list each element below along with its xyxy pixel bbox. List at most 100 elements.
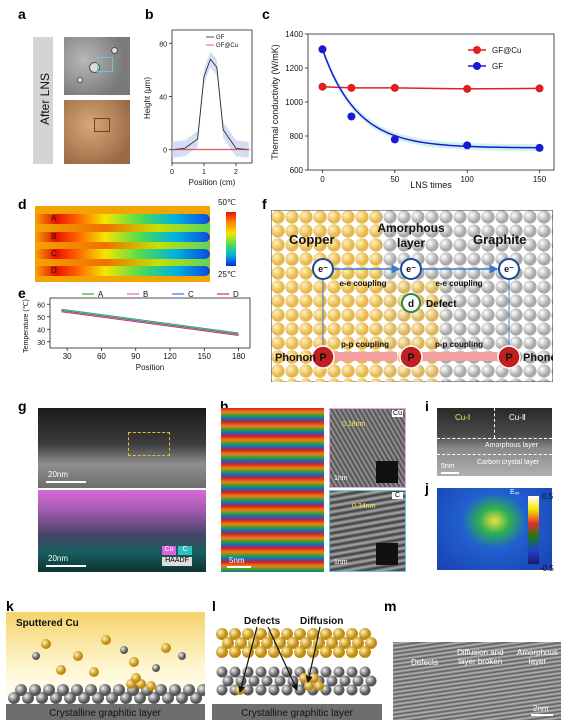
- panel-i-carbon: Carbon crystal layer: [477, 459, 540, 466]
- panel-l-defects: Defects: [244, 616, 281, 627]
- panel-c-point-gf: [535, 143, 544, 152]
- panel-e-xtick: 30: [63, 352, 72, 361]
- panel-c-point-gf: [318, 45, 327, 54]
- panel-h-scale-main: 5nm: [229, 556, 245, 565]
- panel-d-row-d: D: [51, 266, 57, 275]
- panel-c-xlabel: LNS times: [410, 180, 452, 190]
- panel-c-chart: 600 800 1000 1200 1400 0 50 100 150 Thermal cond…: [270, 30, 555, 190]
- svg-text:layer: layer: [397, 236, 425, 250]
- panel-j-label: j: [425, 480, 429, 496]
- panel-m-scale: 2nm: [533, 704, 549, 713]
- panel-e-xtick: 120: [163, 352, 177, 361]
- panel-f-electron-mid: e⁻: [400, 258, 422, 280]
- panel-b-xtick: 0: [170, 169, 174, 176]
- panel-g-scale2: 20nm: [48, 554, 69, 563]
- panel-e-line-A: [61, 308, 239, 334]
- panel-e-xlabel: Position: [136, 363, 164, 372]
- panel-h-d1: 0.18nm: [342, 421, 366, 428]
- panel-e-ytick: 30: [37, 340, 45, 347]
- panel-f-electron-left: e⁻: [312, 258, 334, 280]
- panel-c-point-gf: [347, 112, 356, 121]
- panel-j-colorbar: [528, 496, 539, 564]
- panel-a-side-bar: [33, 37, 53, 164]
- panel-c-ytick: 1000: [285, 98, 303, 107]
- panel-b-legend-gf: GF: [216, 35, 225, 41]
- panel-c-ytick: 600: [290, 166, 304, 175]
- panel-c-xtick: 100: [460, 175, 474, 184]
- panel-i-tem: Cu-Ⅰ Cu-Ⅱ Amorphous layer Carbon crystal…: [437, 408, 552, 476]
- panel-m-tem: Sputtered polycrystalline Cu Defects Dif…: [393, 612, 561, 720]
- panel-c-point-gfcu: [318, 82, 327, 91]
- panel-h-hrtem-c: C 0.34nm 1nm: [329, 490, 406, 572]
- panel-g-legend-cu: Cu: [162, 546, 176, 555]
- panel-i-amorphous: Amorphous layer: [485, 442, 538, 449]
- panel-c-ytick: 800: [290, 132, 304, 141]
- panel-c-point-gf: [463, 141, 472, 150]
- panel-b-xtick: 1: [202, 169, 206, 176]
- panel-a-side-label: After LNS: [38, 72, 52, 126]
- panel-j-cmax: 0.5: [542, 492, 554, 501]
- panel-m-defects: Defects: [411, 658, 439, 667]
- panel-c-legend-gf: GF: [492, 62, 503, 71]
- panel-e-ytick: 60: [37, 302, 45, 309]
- panel-i-cu1: Cu-Ⅰ: [455, 413, 471, 422]
- panel-l-diagram: Defects Diffusion Crystalline graphitic …: [212, 612, 382, 720]
- panel-m-label: m: [384, 598, 397, 614]
- panel-l-layer: Crystalline graphitic layer: [241, 708, 353, 719]
- panel-h-cu-tag: Cu: [392, 410, 403, 417]
- panel-b-legend-gfcu: GF@Cu: [216, 43, 238, 49]
- panel-f-ee2: e-e coupling: [435, 279, 482, 288]
- panel-g-legend-haadf: HAADF: [162, 557, 192, 566]
- panel-e-legend-B: B: [143, 290, 148, 299]
- panel-d-row-a: A: [51, 214, 57, 223]
- panel-b-xtick: 2: [234, 169, 238, 176]
- panel-h-strain-map: 5nm: [221, 408, 324, 572]
- panel-g-legend-c: C: [178, 546, 192, 555]
- panel-e-frame: [49, 297, 251, 349]
- panel-b-label: b: [145, 6, 154, 22]
- panel-e-ytick: 50: [37, 315, 45, 322]
- panel-k-layer: Crystalline graphitic layer: [49, 708, 161, 719]
- panel-c-ytick: 1400: [285, 30, 303, 39]
- panel-l-label: l: [212, 598, 216, 614]
- panel-f-electron-right: e⁻: [498, 258, 520, 280]
- panel-f-defect-label: Defect: [426, 299, 457, 310]
- panel-f-amorphous: Amorphous: [377, 221, 445, 235]
- panel-a-label: a: [18, 6, 26, 22]
- panel-f-defect: d: [401, 293, 421, 313]
- panel-b-ytick: 80: [159, 41, 167, 48]
- panel-c-point-gfcu: [347, 83, 356, 92]
- panel-d-colorbar: [226, 212, 236, 266]
- panel-e-ytick: 40: [37, 327, 45, 334]
- panel-c-ytick: 1200: [285, 64, 303, 73]
- panel-h-c-tag: C: [391, 492, 403, 499]
- panel-f-pp2: p-p coupling: [435, 340, 483, 349]
- panel-e-xtick: 150: [198, 352, 212, 361]
- panel-e-legend-A: A: [98, 290, 104, 299]
- panel-b-ytick: 0: [163, 148, 167, 155]
- panel-g-eds-map: 20nm Cu C HAADF: [38, 490, 206, 572]
- panel-c-label: c: [262, 6, 270, 22]
- svg-text:P: P: [319, 352, 326, 364]
- panel-d-colorbar-max: 50℃: [218, 198, 236, 207]
- panel-h-label: h: [220, 398, 229, 414]
- panel-m-diffusion: Diffusion and layer broken: [457, 648, 504, 666]
- panel-f-phonon-left-p: P: [311, 345, 335, 369]
- panel-c-xtick: 150: [533, 175, 547, 184]
- panel-b-xlabel: Position (cm): [189, 178, 236, 187]
- panel-c-point-gfcu: [535, 84, 544, 93]
- panel-j-cmin: -0.5: [540, 564, 554, 573]
- panel-h-s2: 1nm: [334, 559, 348, 566]
- panel-j-exx: Eₓₓ: [510, 489, 520, 496]
- svg-text:e⁻: e⁻: [318, 264, 328, 274]
- panel-b-error-band: [172, 51, 249, 158]
- svg-text:d: d: [408, 299, 414, 310]
- svg-text:P: P: [407, 352, 414, 364]
- panel-e-ylabel: Temperature (℃): [23, 299, 30, 353]
- panel-e-legend-D: D: [233, 290, 239, 299]
- panel-d-row-c: C: [51, 249, 57, 258]
- panel-c-point-gfcu: [390, 83, 399, 92]
- panel-e-xtick: 180: [232, 352, 246, 361]
- panel-e-line-D: [61, 311, 239, 336]
